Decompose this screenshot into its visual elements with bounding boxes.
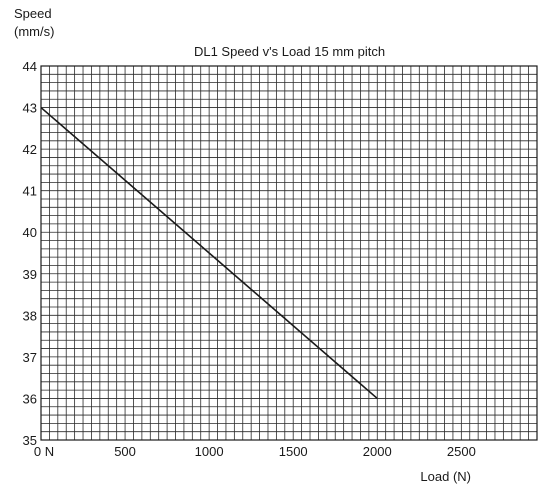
y-axis-label-line-1: Speed — [14, 6, 52, 21]
plot-border — [40, 65, 538, 441]
chart-title: DL1 Speed v's Load 15 mm pitch — [193, 44, 386, 59]
x-tick-label: 2500 — [447, 444, 476, 459]
x-tick-label: 1500 — [279, 444, 308, 459]
y-tick-label: 39 — [23, 267, 37, 282]
y-tick-labels: 35 36 37 38 39 40 41 42 43 44 — [23, 59, 37, 448]
x-tick-label: 0 N — [34, 444, 54, 459]
series-group — [40, 106, 378, 400]
x-tick-label: 1000 — [195, 444, 224, 459]
y-tick-label: 43 — [23, 101, 37, 116]
x-tick-label: 500 — [114, 444, 136, 459]
y-tick-label: 41 — [23, 184, 37, 199]
y-tick-label: 44 — [23, 59, 37, 74]
y-tick-label: 40 — [23, 225, 37, 240]
y-axis-label-line-2: (mm/s) — [14, 24, 55, 39]
x-axis-label: Load (N) — [420, 469, 471, 484]
grid — [41, 66, 537, 440]
x-tick-label: 2000 — [363, 444, 392, 459]
y-tick-label: 36 — [23, 391, 37, 406]
plot-frame — [40, 65, 538, 441]
y-tick-label: 38 — [23, 308, 37, 323]
series-line-1 — [40, 106, 378, 400]
y-tick-label: 37 — [23, 350, 37, 365]
y-tick-label: 35 — [23, 433, 37, 448]
y-tick-label: 42 — [23, 142, 37, 157]
x-tick-labels: 0 N 500 1000 1500 2000 2500 — [34, 444, 476, 459]
